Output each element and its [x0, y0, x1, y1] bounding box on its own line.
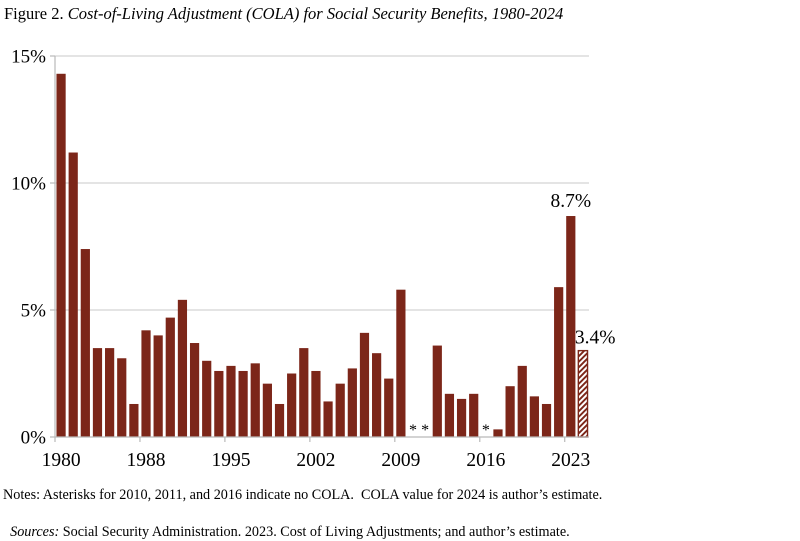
bar-1992 — [189, 343, 200, 437]
bar-2021 — [541, 403, 552, 437]
y-tick-label-15pct: 15% — [11, 47, 46, 68]
bar-2014 — [456, 398, 467, 437]
y-tick-label-0pct: 0% — [21, 428, 47, 449]
bar-2007 — [372, 353, 382, 437]
annotation-2024: 3.4% — [575, 328, 616, 349]
bar-1982 — [80, 249, 90, 437]
bar-1998 — [262, 383, 272, 437]
bar-1988 — [141, 330, 151, 437]
annotation-2023: 8.7% — [550, 191, 591, 212]
bar-2003 — [323, 401, 333, 437]
x-tick-label-1988: 1988 — [127, 450, 166, 471]
x-tick-label-1980: 1980 — [42, 450, 81, 471]
no-cola-asterisk-2016: * — [482, 422, 490, 439]
bar-1999 — [274, 403, 285, 437]
bar-1980 — [56, 73, 66, 437]
sources-text: Social Security Administration. 2023. Co… — [59, 524, 570, 540]
bar-2023 — [566, 216, 576, 437]
bar-2013 — [444, 393, 455, 437]
bar-1997 — [250, 363, 260, 437]
bar-2009 — [396, 289, 406, 437]
bar-2019 — [517, 365, 527, 437]
x-tick-label-1995: 1995 — [211, 450, 250, 471]
bar-1991 — [177, 299, 188, 437]
bar-1995 — [226, 365, 236, 437]
bar-1993 — [202, 360, 212, 437]
bar-1989 — [153, 335, 163, 437]
bar-2020 — [529, 396, 539, 437]
sources-label: Sources: — [10, 524, 60, 540]
cola-bar-chart: * * *0%5%10%15%1980 1988 1995 2002 2009 2016 202… — [11, 47, 616, 472]
bar-2001 — [299, 348, 309, 437]
bar-1994 — [214, 370, 224, 437]
bar-2022 — [554, 287, 564, 437]
estimate-bar-2024 — [577, 349, 589, 438]
figure-title-prefix: Figure 2. — [4, 4, 68, 23]
no-cola-asterisk-2010: * — [409, 422, 417, 439]
y-tick-label-10pct: 10% — [11, 174, 46, 195]
bar-2012 — [432, 345, 442, 437]
bar-1986 — [117, 358, 127, 437]
bar-2008 — [384, 378, 394, 437]
x-tick-label-2002: 2002 — [296, 450, 335, 471]
bar-2004 — [335, 383, 345, 437]
bar-2005 — [347, 368, 357, 437]
y-tick-label-5pct: 5% — [21, 301, 47, 322]
bar-2006 — [359, 332, 370, 437]
bar-1987 — [129, 403, 139, 437]
x-tick-label-2023: 2023 — [551, 450, 590, 471]
figure-title: Figure 2. Cost-of-Living Adjustment (COL… — [4, 4, 563, 24]
bar-2017 — [493, 429, 503, 437]
x-tick-label-2009: 2009 — [381, 450, 420, 471]
sources-line: Sources: Social Security Administration.… — [3, 507, 570, 541]
bar-1996 — [238, 370, 248, 437]
bar-1985 — [105, 348, 115, 437]
bar-2015 — [469, 393, 479, 437]
bar-2002 — [311, 370, 321, 437]
bar-1990 — [165, 317, 175, 437]
bar-2018 — [505, 386, 515, 437]
no-cola-asterisk-2011: * — [421, 422, 429, 439]
notes-line: Notes: Asterisks for 2010, 2011, and 201… — [3, 487, 603, 503]
bar-2000 — [287, 373, 297, 437]
figure-title-italic: Cost-of-Living Adjustment (COLA) for Soc… — [67, 4, 564, 23]
bar-1984 — [92, 348, 103, 437]
x-tick-label-2016: 2016 — [466, 450, 505, 471]
figure-page: { "title": { "prefix": "Figure 2. ", "it… — [3, 4, 616, 540]
bar-1981 — [68, 152, 78, 437]
